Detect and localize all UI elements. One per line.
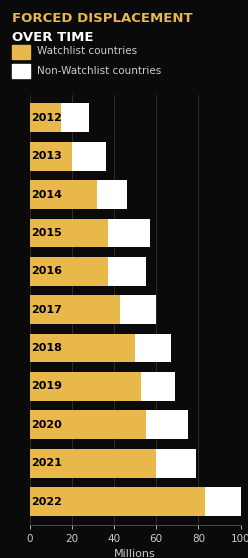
Text: Watchlist countries: Watchlist countries xyxy=(37,46,137,56)
X-axis label: Millions: Millions xyxy=(114,549,156,558)
Bar xyxy=(30,257,108,286)
Bar xyxy=(72,142,106,171)
Bar xyxy=(30,142,72,171)
Text: 2015: 2015 xyxy=(31,228,62,238)
Bar xyxy=(30,372,141,401)
Bar xyxy=(30,410,146,439)
Text: 2014: 2014 xyxy=(31,190,62,200)
Text: 2019: 2019 xyxy=(31,382,62,391)
Bar xyxy=(108,219,150,247)
Text: Non-Watchlist countries: Non-Watchlist countries xyxy=(37,66,161,76)
Bar xyxy=(97,180,127,209)
Text: 2016: 2016 xyxy=(31,266,62,276)
Bar xyxy=(61,103,89,132)
Text: 2012: 2012 xyxy=(31,113,62,123)
Bar xyxy=(135,334,171,363)
Bar xyxy=(30,295,121,324)
Bar xyxy=(108,257,146,286)
Bar xyxy=(146,410,188,439)
Text: OVER TIME: OVER TIME xyxy=(12,31,94,44)
Bar xyxy=(30,219,108,247)
Text: 2022: 2022 xyxy=(31,497,62,507)
Bar xyxy=(121,295,156,324)
Text: 2021: 2021 xyxy=(31,458,62,468)
Text: 2020: 2020 xyxy=(31,420,62,430)
Bar xyxy=(30,487,205,516)
Bar xyxy=(30,334,135,363)
Bar xyxy=(30,103,61,132)
Text: 2018: 2018 xyxy=(31,343,62,353)
Text: 2017: 2017 xyxy=(31,305,62,315)
Bar xyxy=(30,180,97,209)
Bar xyxy=(141,372,175,401)
Text: FORCED DISPLACEMENT: FORCED DISPLACEMENT xyxy=(12,12,193,25)
Bar xyxy=(205,487,241,516)
Bar xyxy=(156,449,196,478)
Text: 2013: 2013 xyxy=(31,151,62,161)
Bar xyxy=(30,449,156,478)
